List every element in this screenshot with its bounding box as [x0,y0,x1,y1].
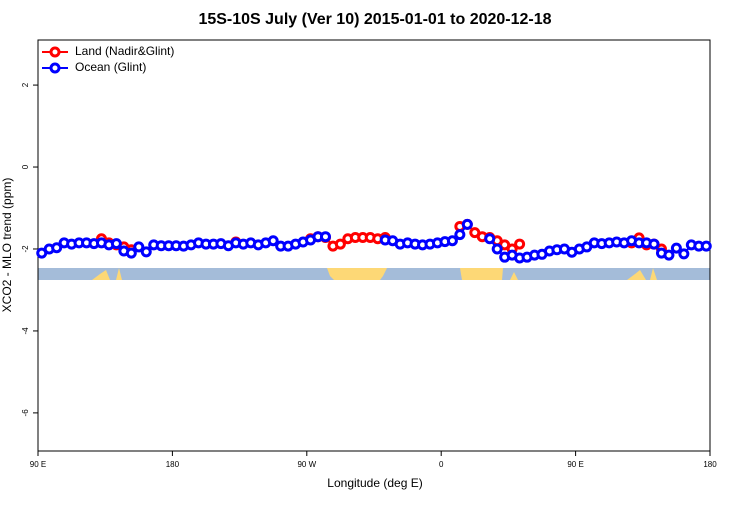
data-point [125,247,137,259]
x-tick-label: 180 [166,460,180,469]
data-point [267,235,279,247]
data-point [133,241,145,253]
map-strip [38,268,710,280]
y-tick-label: -2 [21,245,30,253]
y-tick-label: 2 [21,82,30,87]
data-point [51,242,63,254]
data-point [491,243,503,255]
data-point [670,242,682,254]
data-point [334,238,346,250]
legend-label: Ocean (Glint) [75,60,146,74]
data-point [446,235,458,247]
y-tick-label: -4 [21,327,30,335]
chart-title: 15S-10S July (Ver 10) 2015-01-01 to 2020… [198,11,551,28]
y-axis-label: XCO2 - MLO trend (ppm) [0,178,14,313]
data-point [663,249,675,261]
x-axis-label: Longitude (deg E) [327,476,422,490]
data-point [514,238,526,250]
x-tick-label: 0 [439,460,444,469]
data-point [700,240,712,252]
data-point [110,238,122,250]
legend-label: Land (Nadir&Glint) [75,44,174,58]
x-tick-label: 180 [703,460,717,469]
data-point [648,238,660,250]
x-tick-label: 90 W [297,460,316,469]
legend-marker [49,62,61,74]
data-point [454,229,466,241]
y-tick-label: -6 [21,409,30,417]
legend-marker [49,46,61,58]
y-tick-label: 0 [21,164,30,169]
x-tick-label: 90 E [567,460,583,469]
data-point [461,218,473,230]
data-point [319,231,331,243]
data-point [140,246,152,258]
data-point [484,233,496,245]
data-point [678,248,690,260]
x-tick-label: 90 E [30,460,46,469]
